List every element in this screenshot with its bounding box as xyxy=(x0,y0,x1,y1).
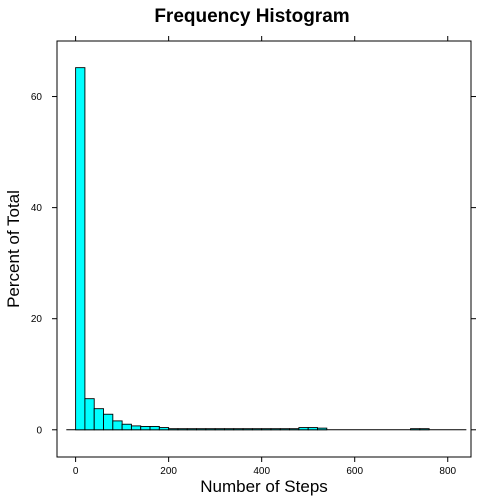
histogram-bar xyxy=(177,428,188,431)
x-tick-label: 600 xyxy=(346,466,363,477)
histogram-bar xyxy=(307,427,318,431)
histogram-bar xyxy=(140,426,151,431)
histogram-bar xyxy=(205,428,216,431)
x-tick-label: 800 xyxy=(439,466,456,477)
x-axis-title: Number of Steps xyxy=(200,477,328,496)
x-tick-label: 0 xyxy=(73,466,79,477)
histogram-bar xyxy=(112,420,123,431)
axis-ticks: 0 200 400 600 800 0 20 40 60 xyxy=(31,36,476,477)
y-tick-label: 40 xyxy=(31,203,43,214)
histogram-bar xyxy=(149,426,160,431)
histogram-bar xyxy=(196,428,207,431)
histogram-bar xyxy=(233,428,244,431)
chart-title: Frequency Histogram xyxy=(154,6,349,27)
histogram-bar xyxy=(419,428,430,431)
histogram-bar xyxy=(186,428,198,431)
histogram-bar xyxy=(75,67,86,431)
histogram-bar xyxy=(270,428,281,431)
histogram-bar xyxy=(84,398,95,431)
y-tick-label: 0 xyxy=(36,425,42,436)
histogram-bar xyxy=(214,428,225,431)
histogram-bar xyxy=(242,428,253,431)
histogram-bar xyxy=(121,423,132,431)
histogram-bar xyxy=(298,427,309,431)
histogram-bar xyxy=(279,428,291,431)
y-tick-label: 60 xyxy=(31,92,43,103)
histogram-bars xyxy=(66,67,467,431)
histogram-bar xyxy=(158,427,170,431)
histogram-bar xyxy=(410,428,421,431)
histogram-bar xyxy=(103,413,114,431)
histogram-bar xyxy=(317,427,328,431)
histogram-bar xyxy=(130,425,142,431)
y-axis-title: Percent of Total xyxy=(4,190,23,308)
histogram-bar xyxy=(261,428,272,431)
x-tick-label: 400 xyxy=(253,466,270,477)
histogram-bar xyxy=(251,428,263,431)
histogram-bar xyxy=(289,428,300,431)
plot-area-frame xyxy=(56,40,472,458)
histogram-bar xyxy=(168,428,179,431)
histogram-bar xyxy=(224,428,235,431)
histogram-bar xyxy=(93,408,104,431)
x-tick-label: 200 xyxy=(160,466,177,477)
y-tick-label: 20 xyxy=(31,314,43,325)
